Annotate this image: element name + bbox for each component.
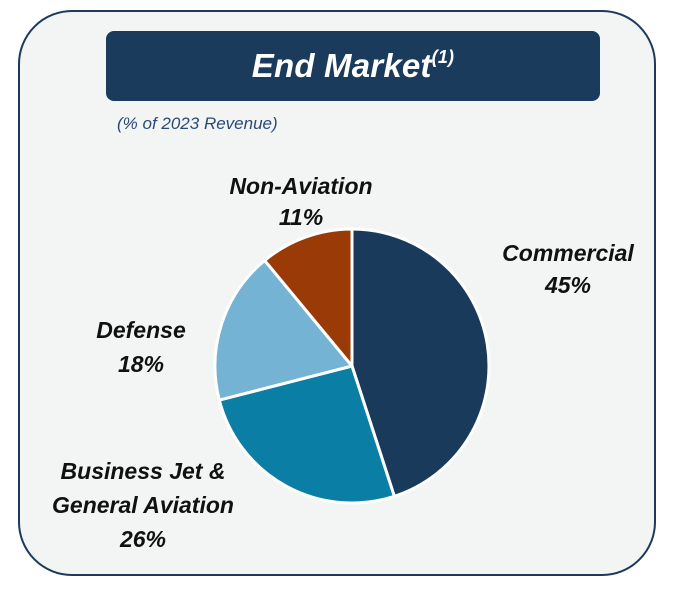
label-business-jet-name-line2: General Aviation	[52, 492, 234, 518]
label-non-aviation-name: Non-Aviation	[229, 173, 372, 199]
label-commercial-value: 45%	[544, 272, 591, 298]
title-banner: End Market(1)	[106, 31, 600, 101]
label-defense-name: Defense	[96, 317, 186, 343]
pie-slices	[213, 227, 491, 505]
pie-slice-business-jet	[217, 364, 396, 505]
footnote-marker: (1)	[431, 47, 455, 67]
label-commercial-name: Commercial	[502, 240, 634, 266]
pie-slice-commercial	[350, 227, 491, 498]
label-business-jet-name-line1: Business Jet &	[61, 458, 226, 484]
label-non-aviation-value: 11%	[279, 204, 323, 230]
label-defense-value: 18%	[118, 351, 164, 377]
pie-slice-non-aviation	[263, 227, 354, 368]
chart-title: End Market(1)	[252, 47, 454, 85]
chart-subtitle: (% of 2023 Revenue)	[117, 114, 278, 133]
pie-slice-defense	[213, 258, 354, 402]
chart-title-text: End Market	[251, 47, 432, 84]
label-business-jet-value: 26%	[119, 526, 166, 552]
